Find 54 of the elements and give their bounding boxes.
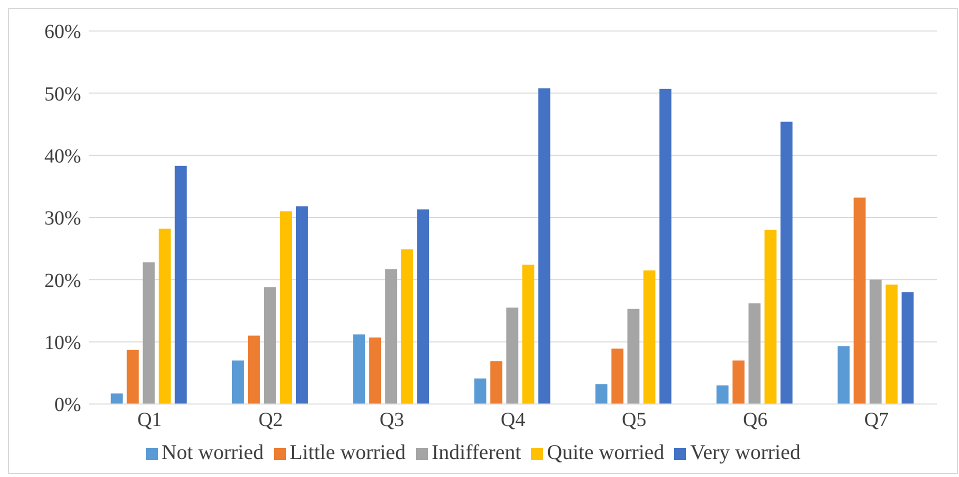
- bar: [110, 393, 123, 404]
- bar: [611, 348, 624, 404]
- bar: [902, 292, 914, 404]
- y-tick-label: 0%: [54, 394, 81, 416]
- x-tick-label: Q5: [622, 409, 646, 432]
- x-tick-label: Q2: [258, 409, 283, 432]
- bar: [474, 378, 486, 404]
- bar: [158, 228, 171, 404]
- legend-label: Not worried: [162, 440, 264, 464]
- bar: [854, 198, 866, 404]
- bar: [174, 166, 187, 404]
- y-tick-label: 10%: [44, 332, 81, 354]
- x-tick-label: Q6: [743, 409, 768, 432]
- y-tick-label: 50%: [44, 83, 81, 106]
- bar: [248, 336, 260, 404]
- bar: [385, 269, 398, 404]
- x-tick-label: Q1: [137, 409, 162, 432]
- bar: [296, 206, 308, 404]
- bar: [748, 303, 761, 404]
- bar: [538, 88, 550, 404]
- bar: [126, 350, 139, 404]
- bar: [870, 280, 882, 404]
- bar: [838, 346, 850, 404]
- bar: [232, 360, 244, 404]
- legend-label: Little worried: [290, 440, 406, 464]
- y-tick-label: 30%: [44, 208, 81, 230]
- y-tick-label: 60%: [44, 21, 81, 44]
- bar: [780, 122, 793, 404]
- bar: [401, 249, 414, 404]
- legend-label: Quite worried: [547, 440, 664, 464]
- legend-label: Indifferent: [432, 440, 522, 464]
- bar: [506, 308, 518, 404]
- bar: [264, 287, 276, 404]
- bar: [280, 211, 292, 404]
- bar: [490, 361, 502, 404]
- bar: [643, 270, 656, 404]
- bar: [764, 230, 777, 404]
- bar: [627, 308, 640, 404]
- bar: [522, 264, 534, 404]
- bar: [886, 284, 898, 404]
- bar: [716, 385, 729, 404]
- bar: [659, 88, 672, 404]
- bar: [142, 262, 155, 404]
- bar: [369, 337, 382, 404]
- bar: [595, 384, 608, 404]
- legend-label: Very worried: [690, 440, 800, 464]
- bar: [417, 209, 430, 404]
- bar: [353, 334, 366, 404]
- x-tick-label: Q4: [500, 409, 526, 432]
- x-tick-label: Q3: [380, 409, 404, 432]
- y-tick-label: 40%: [44, 145, 81, 168]
- bar: [732, 360, 745, 404]
- y-tick-label: 20%: [44, 270, 81, 292]
- x-tick-label: Q7: [864, 409, 889, 432]
